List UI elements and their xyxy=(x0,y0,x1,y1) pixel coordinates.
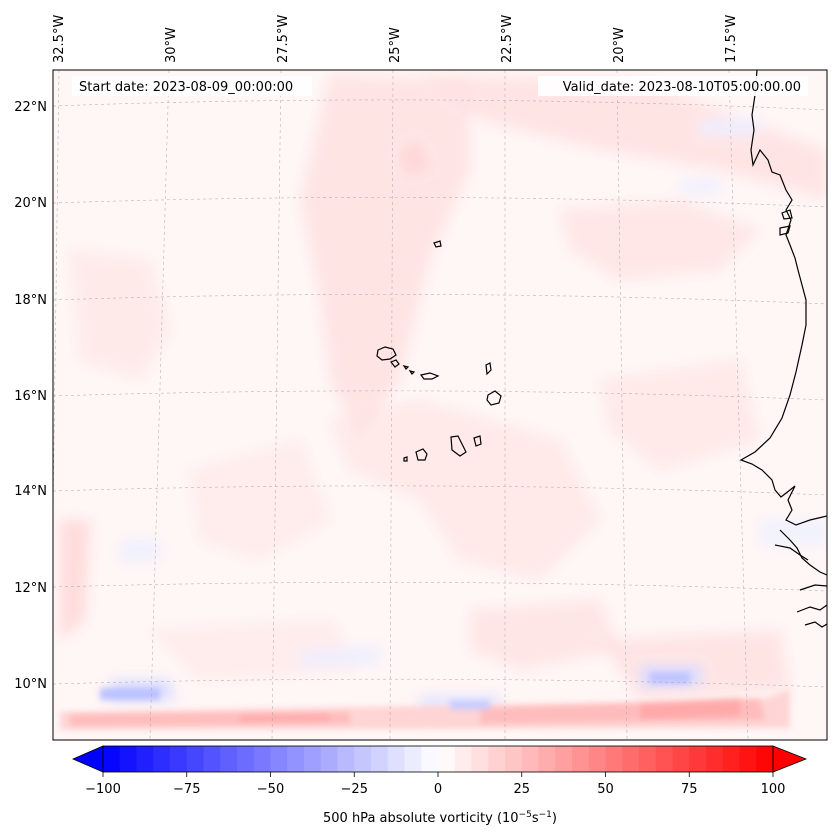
colorbar-extension-low xyxy=(71,745,104,773)
colorbar-segment xyxy=(454,746,472,772)
lat-label: 20°N xyxy=(14,196,47,211)
vorticity-southern-band xyxy=(60,672,790,730)
colorbar-segment xyxy=(387,746,405,772)
colorbar-segment xyxy=(639,746,657,772)
graticule-gridlines xyxy=(53,70,827,740)
colorbar-segment xyxy=(186,746,204,772)
colorbar-segment xyxy=(320,746,338,772)
colorbar-label: 500 hPa absolute vorticity (10−5s−1) xyxy=(323,810,557,826)
colorbar-segment xyxy=(756,746,774,772)
colorbar-tick-label: −75 xyxy=(173,782,200,797)
colorbar-tick-label: −50 xyxy=(257,782,284,797)
lat-label: 22°N xyxy=(14,100,47,115)
colorbar: −100 −75 −50 −25 0 25 50 75 100 500 hPa absolute… xyxy=(71,745,808,826)
colorbar-segment xyxy=(672,746,690,772)
longitude-labels: 32.5°W 30°W 27.5°W 25°W 22.5°W 20°W 17.5°W xyxy=(52,15,739,63)
map-panel: Start date: 2023-08-09_00:00:00 Valid_da… xyxy=(53,70,827,740)
colorbar-segment xyxy=(655,746,673,772)
valid-date-background xyxy=(538,76,808,96)
colorbar-tick-label: 50 xyxy=(597,782,614,797)
lat-label: 12°N xyxy=(14,581,47,596)
colorbar-tick-label: −25 xyxy=(341,782,368,797)
latitude-labels: 22°N 20°N 18°N 16°N 14°N 12°N 10°N xyxy=(14,100,47,692)
colorbar-tick-label: 75 xyxy=(681,782,698,797)
colorbar-tick-label: 100 xyxy=(761,782,786,797)
colorbar-segment xyxy=(253,746,271,772)
colorbar-segment xyxy=(505,746,523,772)
lon-label: 20°W xyxy=(612,27,627,63)
lon-label: 25°W xyxy=(388,27,403,63)
lon-label: 22.5°W xyxy=(500,15,515,63)
colorbar-tick-label: 0 xyxy=(434,782,442,797)
colorbar-segment xyxy=(136,746,154,772)
colorbar-segment xyxy=(220,746,238,772)
lat-label: 16°N xyxy=(14,389,47,404)
valid-date-text: Valid_date: 2023-08-10T05:00:00.00 xyxy=(563,80,801,95)
lon-label: 17.5°W xyxy=(724,15,739,63)
colorbar-segment xyxy=(605,746,623,772)
colorbar-segment xyxy=(203,746,221,772)
colorbar-ticks: −100 −75 −50 −25 0 25 50 75 100 xyxy=(85,772,785,797)
colorbar-segment xyxy=(404,746,422,772)
colorbar-segment xyxy=(287,746,305,772)
lon-label: 30°W xyxy=(164,27,179,63)
colorbar-segment xyxy=(572,746,590,772)
colorbar-segment xyxy=(304,746,322,772)
colorbar-segment xyxy=(538,746,556,772)
colorbar-segment xyxy=(488,746,506,772)
colorbar-segment xyxy=(237,746,255,772)
colorbar-segment xyxy=(103,746,121,772)
colorbar-extension-high xyxy=(772,745,808,773)
lat-label: 18°N xyxy=(14,293,47,308)
colorbar-segment xyxy=(739,746,757,772)
colorbar-segment xyxy=(270,746,288,772)
africa-coastline xyxy=(739,70,827,526)
colorbar-segment xyxy=(588,746,606,772)
colorbar-segment xyxy=(354,746,372,772)
colorbar-segment xyxy=(421,746,439,772)
colorbar-segment xyxy=(706,746,724,772)
colorbar-tick-label: 25 xyxy=(513,782,530,797)
colorbar-segment xyxy=(170,746,188,772)
colorbar-segment xyxy=(438,746,456,772)
colorbar-segment xyxy=(689,746,707,772)
colorbar-segment xyxy=(471,746,489,772)
lat-label: 10°N xyxy=(14,677,47,692)
colorbar-segment xyxy=(153,746,171,772)
colorbar-segment xyxy=(371,746,389,772)
colorbar-segment xyxy=(337,746,355,772)
colorbar-segment xyxy=(521,746,539,772)
lat-label: 14°N xyxy=(14,484,47,499)
map-frame xyxy=(52,69,828,741)
start-date-background xyxy=(72,76,312,96)
colorbar-segment xyxy=(555,746,573,772)
coastlines xyxy=(739,70,827,628)
colorbar-segment xyxy=(622,746,640,772)
colorbar-segments xyxy=(103,746,774,772)
colorbar-segment xyxy=(722,746,740,772)
colorbar-segment xyxy=(119,746,137,772)
start-date-text: Start date: 2023-08-09_00:00:00 xyxy=(79,80,293,95)
lon-label: 32.5°W xyxy=(52,15,67,63)
lon-label: 27.5°W xyxy=(276,15,291,63)
cape-verde-islands xyxy=(376,240,502,462)
colorbar-tick-label: −100 xyxy=(85,782,121,797)
